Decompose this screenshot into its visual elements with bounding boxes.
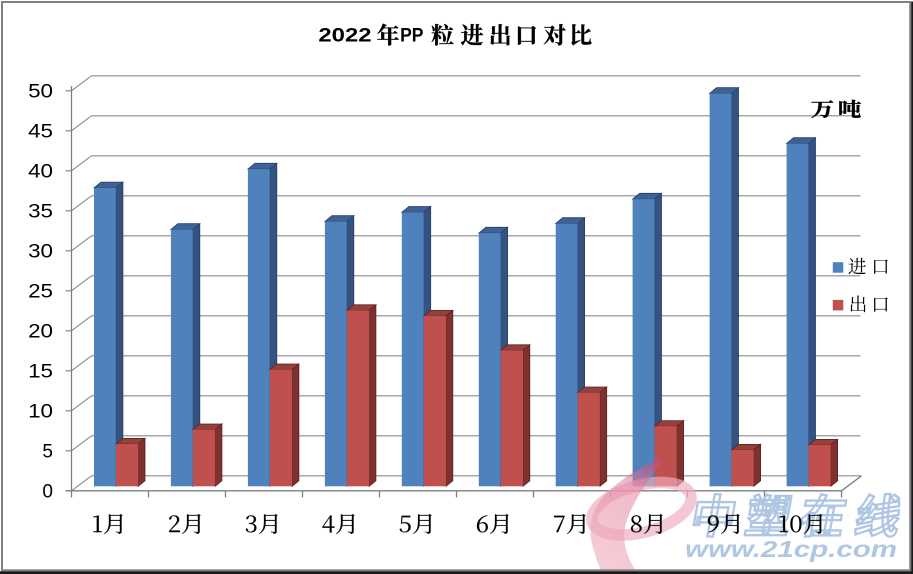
svg-text:15: 15 — [28, 362, 53, 383]
svg-text:2022: 2022 — [318, 25, 371, 47]
svg-text:45: 45 — [28, 122, 53, 143]
svg-text:PP: PP — [400, 25, 423, 47]
svg-text:30: 30 — [28, 242, 53, 263]
svg-text:20: 20 — [28, 322, 53, 343]
svg-text:0: 0 — [42, 482, 53, 503]
svg-text:40: 40 — [28, 162, 53, 183]
svg-text:35: 35 — [28, 202, 53, 223]
svg-text:25: 25 — [28, 282, 53, 303]
svg-text:5: 5 — [42, 442, 53, 463]
svg-text:10: 10 — [28, 402, 53, 423]
svg-text:www.21cp.com: www.21cp.com — [685, 536, 897, 562]
svg-text:50: 50 — [28, 82, 53, 103]
